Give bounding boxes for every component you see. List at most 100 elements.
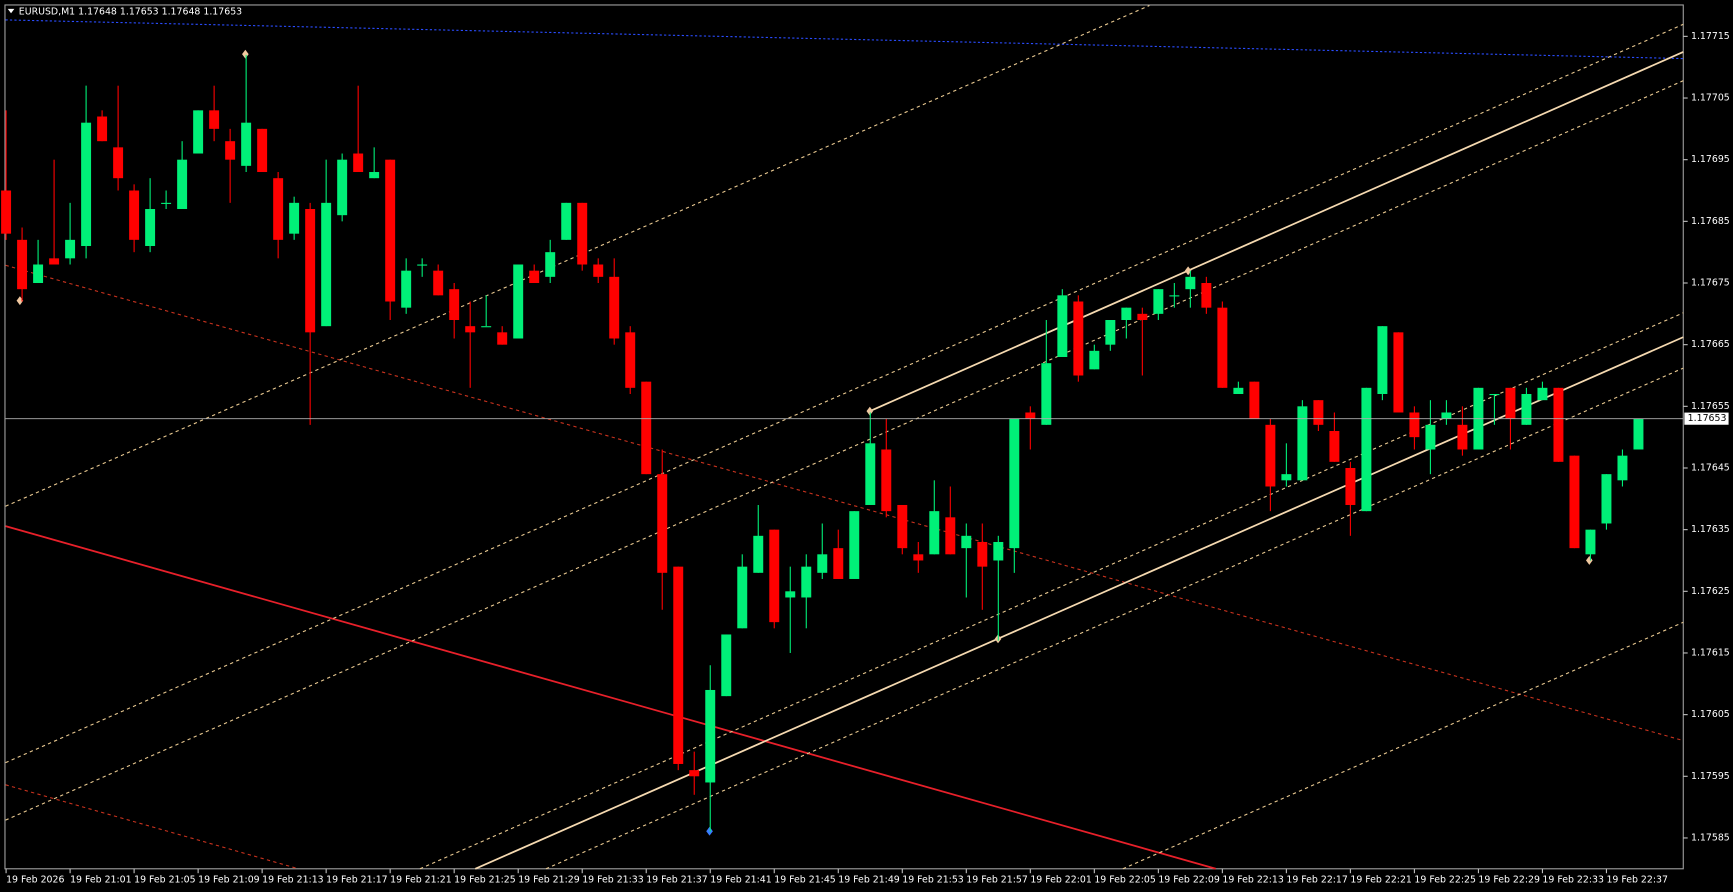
candle-body [737, 566, 748, 629]
x-tick-label: 19 Feb 22:25 [1414, 874, 1476, 885]
x-tick-label: 19 Feb 21:57 [966, 874, 1028, 885]
candle-body [353, 153, 364, 173]
y-tick-label: 1.17665 [1691, 339, 1730, 350]
candle-body [529, 270, 540, 284]
y-tick-label: 1.17625 [1691, 586, 1730, 597]
x-tick-label: 19 Feb 21:45 [774, 874, 836, 885]
candle-body [273, 178, 284, 240]
candle-body [1505, 387, 1516, 419]
x-tick-label: 19 Feb 21:25 [454, 874, 516, 885]
candle-body [849, 511, 860, 579]
y-tick-label: 1.17695 [1691, 154, 1730, 165]
candle-body [785, 591, 796, 598]
candle-body [1345, 467, 1356, 505]
candle-body [145, 209, 156, 247]
candle-body [1585, 529, 1596, 555]
x-tick-label: 19 Feb 22:37 [1606, 874, 1668, 885]
candle-body [1329, 430, 1340, 462]
candle-body [65, 239, 76, 259]
candle-body [417, 264, 428, 266]
candle-body [433, 270, 444, 296]
channel-line [5, 264, 1684, 742]
candle-body [945, 517, 956, 555]
x-tick-label: 19 Feb 2026 [6, 874, 64, 885]
candle-body [993, 541, 1004, 561]
candle-body [17, 239, 28, 290]
y-tick-label: 1.17645 [1691, 462, 1730, 473]
candle-body [545, 252, 556, 277]
candle-body [801, 566, 812, 598]
candle-body [289, 202, 300, 234]
candle-body [673, 566, 684, 764]
x-tick-label: 19 Feb 21:53 [902, 874, 964, 885]
candle-body [1601, 474, 1612, 524]
x-tick-label: 19 Feb 22:09 [1158, 874, 1220, 885]
candle-body [1009, 418, 1020, 549]
candle-body [497, 332, 508, 345]
candle-body [113, 147, 124, 179]
candle-body [817, 554, 828, 573]
candle-body [1537, 387, 1548, 401]
candle-body [177, 159, 188, 210]
y-tick-label: 1.17685 [1691, 216, 1730, 227]
y-tick-label: 1.17635 [1691, 524, 1730, 535]
candle-body [897, 504, 908, 549]
candle-body [865, 443, 876, 505]
candle-body [705, 689, 716, 783]
anchor-marker [706, 826, 713, 836]
candle-body [1233, 387, 1244, 394]
y-tick-label: 1.17715 [1691, 31, 1730, 42]
candle-body [257, 128, 268, 173]
channel-line [5, 23, 1684, 764]
y-tick-label: 1.17605 [1691, 709, 1730, 720]
candle-body [209, 110, 220, 129]
x-tick-label: 19 Feb 22:29 [1478, 874, 1540, 885]
x-tick-label: 19 Feb 22:01 [1030, 874, 1092, 885]
x-tick-label: 19 Feb 21:21 [390, 874, 452, 885]
indicator-line [5, 19, 1684, 60]
candle-body [193, 110, 204, 154]
candle-body [577, 202, 588, 265]
x-tick-label: 19 Feb 21:17 [326, 874, 388, 885]
candle-body [1121, 307, 1132, 321]
candle-body [1297, 406, 1308, 481]
candle-body [961, 535, 972, 549]
candle-body [225, 141, 236, 160]
x-tick-label: 19 Feb 21:05 [134, 874, 196, 885]
candle-body [1089, 350, 1100, 370]
candle-body [913, 554, 924, 561]
last-price-label: 1.17653 [1688, 413, 1727, 424]
chart-title: EURUSD,M1 1.17648 1.17653 1.17648 1.1765… [19, 7, 242, 18]
candle-body [305, 209, 316, 333]
candle-body [1249, 381, 1260, 419]
x-tick-label: 19 Feb 21:29 [518, 874, 580, 885]
candle-body [1169, 295, 1180, 297]
candle-body [977, 541, 988, 567]
candle-body [1457, 424, 1468, 450]
candle-body [1, 190, 12, 234]
candle-body [593, 264, 604, 277]
candle-body [1137, 313, 1148, 321]
x-tick-label: 19 Feb 22:13 [1222, 874, 1284, 885]
candle-body [561, 202, 572, 240]
candle-body [929, 511, 940, 555]
candle-body [401, 270, 412, 308]
candle-body [1409, 412, 1420, 438]
candle-body [625, 332, 636, 388]
candle-body [161, 202, 172, 204]
x-tick-label: 19 Feb 21:13 [262, 874, 324, 885]
candle-body [241, 122, 252, 166]
x-tick-label: 19 Feb 21:41 [710, 874, 772, 885]
candle-body [689, 770, 700, 777]
menu-icon[interactable] [7, 8, 15, 14]
candle-body [1521, 393, 1532, 425]
y-tick-label: 1.17705 [1691, 93, 1730, 104]
candle-body [1361, 387, 1372, 512]
candle-body [449, 289, 460, 321]
candle-body [1489, 393, 1500, 396]
candle-body [1281, 474, 1292, 481]
candle-body [369, 172, 380, 179]
candle-body [1073, 301, 1084, 376]
anchor-marker [866, 406, 874, 416]
